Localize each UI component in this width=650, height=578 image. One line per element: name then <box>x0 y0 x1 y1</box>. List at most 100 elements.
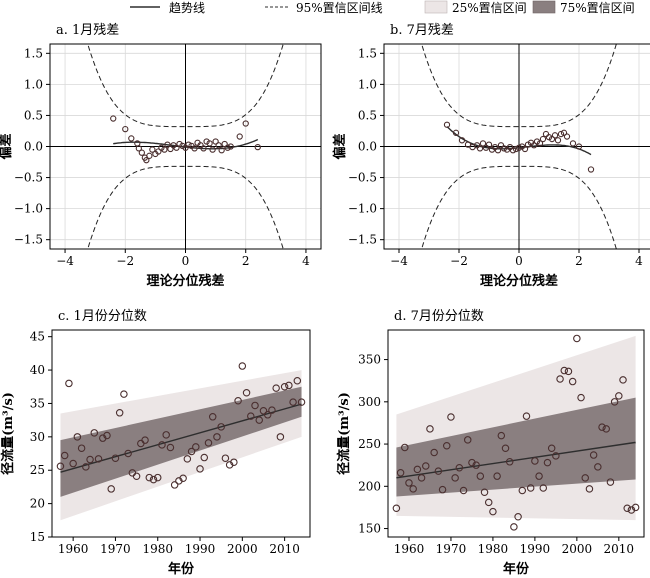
x-tick-label: 2000 <box>227 542 258 556</box>
y-axis-label: 偏差 <box>0 133 14 159</box>
data-point <box>234 397 242 405</box>
data-point <box>221 140 228 148</box>
panel-a: a. 1月残差 −4 −2 0 2 4 −1.5 −1.0 −0.5 0.0 0.5 1.0 1.5 理论… <box>0 23 322 289</box>
data-point <box>196 465 204 473</box>
data-point <box>110 115 117 122</box>
data-point <box>530 142 538 149</box>
ci95-lower-line <box>421 165 617 249</box>
y-tick-label: 0.5 <box>24 108 43 122</box>
data-point <box>138 149 145 156</box>
y-tick-label: 1.0 <box>24 77 43 91</box>
data-point <box>573 334 581 343</box>
data-point <box>569 140 577 147</box>
data-point <box>463 436 472 444</box>
data-point <box>145 473 154 482</box>
data-point <box>221 454 230 462</box>
data-point <box>577 393 585 402</box>
y-tick-label: 1.5 <box>358 46 377 60</box>
y-tick-label: 0.0 <box>358 140 377 154</box>
data-point <box>217 423 225 431</box>
data-point <box>512 145 520 153</box>
data-point <box>476 472 485 480</box>
x-tick-label: 1980 <box>478 542 509 556</box>
data-point <box>285 381 293 390</box>
data-point <box>103 431 111 440</box>
data-point <box>82 463 90 471</box>
y-tick-label: 300 <box>358 395 381 409</box>
data-point <box>69 459 77 468</box>
data-point <box>458 137 466 144</box>
y-tick-label: 0.5 <box>358 108 377 122</box>
data-point <box>272 384 280 392</box>
data-point <box>417 474 426 482</box>
data-point <box>227 143 234 150</box>
data-point <box>251 401 259 410</box>
data-point <box>242 120 249 127</box>
x-tick-label: 2 <box>242 254 250 268</box>
data-point <box>598 423 606 431</box>
data-point <box>73 433 82 441</box>
data-point <box>443 442 451 450</box>
data-point <box>164 141 171 148</box>
x-axis-label: 年份 <box>168 561 195 577</box>
data-point <box>552 452 560 460</box>
panel-title: b. 7月残差 <box>390 23 454 38</box>
x-tick-label: 1960 <box>394 542 425 556</box>
data-point <box>293 376 302 385</box>
x-tick-label: 0 <box>182 254 190 268</box>
data-point <box>543 458 552 467</box>
data-point <box>535 472 543 480</box>
data-point <box>515 144 523 151</box>
data-point <box>539 484 548 492</box>
data-point <box>556 375 564 383</box>
data-point <box>452 129 460 136</box>
x-tick-label: 1990 <box>520 542 551 556</box>
data-point <box>426 425 434 433</box>
plot-area <box>56 362 306 521</box>
data-point <box>514 512 522 521</box>
data-point <box>447 413 455 421</box>
data-point <box>615 392 623 400</box>
data-point <box>602 425 610 433</box>
data-point <box>522 412 531 420</box>
plot-area <box>384 44 650 249</box>
data-point <box>575 143 583 150</box>
data-point <box>143 157 150 164</box>
data-point <box>149 475 158 484</box>
data-point <box>268 406 276 414</box>
y-tick-label: 350 <box>358 353 381 367</box>
data-point <box>547 444 556 453</box>
data-point <box>521 145 529 153</box>
x-axis-label: 年份 <box>503 561 530 577</box>
data-point <box>115 409 124 417</box>
data-point <box>501 444 510 453</box>
x-tick-label: −2 <box>116 254 134 268</box>
data-point <box>224 144 231 151</box>
data-point <box>200 453 209 462</box>
panel-title: d. 7月份分位数 <box>394 309 484 324</box>
data-point <box>65 379 73 388</box>
data-point <box>489 507 497 516</box>
data-point <box>162 431 170 439</box>
y-axis-label: 径流量(m³/s) <box>336 392 352 475</box>
panel-c: c. 1月份分位数 1960 1970 1980 1990 2000 2010 15 20 25 3… <box>0 309 311 577</box>
data-point <box>122 125 129 133</box>
panel-title: a. 1月残差 <box>56 23 119 38</box>
data-point <box>204 439 213 447</box>
data-point <box>161 146 168 153</box>
data-point <box>170 481 179 489</box>
data-point <box>86 455 94 464</box>
data-point <box>236 133 243 140</box>
data-point <box>255 416 263 424</box>
data-point <box>560 366 569 375</box>
data-point <box>472 461 480 469</box>
y-tick-label: 1.5 <box>24 46 43 60</box>
trend-line <box>396 441 636 479</box>
plot-frame <box>51 329 311 538</box>
y-tick-label: −1.5 <box>14 233 43 247</box>
x-tick-label: 4 <box>302 254 310 268</box>
y-tick-label: −0.5 <box>14 171 43 185</box>
panel-d: d. 7月份分位数 1960 1970 1980 1990 2000 2010 150 200 2… <box>336 309 645 577</box>
data-point <box>179 474 187 482</box>
data-point <box>107 485 115 493</box>
